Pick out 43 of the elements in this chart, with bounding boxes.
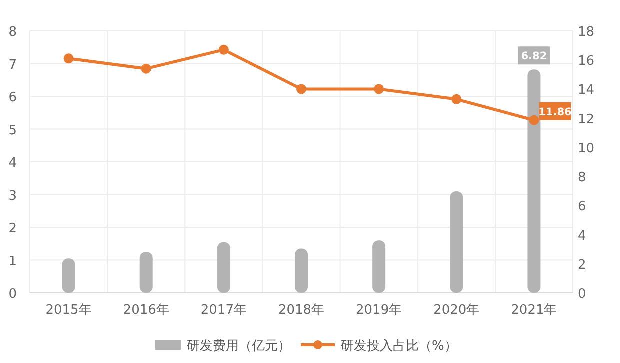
x-tick-label: 2020年	[434, 303, 480, 318]
x-tick-label: 2017年	[200, 303, 247, 318]
y-tick-label: 6	[8, 90, 17, 106]
point	[64, 54, 74, 64]
y2-tick-label: 18	[578, 25, 595, 40]
y2-tick-label: 14	[578, 83, 595, 98]
legend-label: 研发投入占比（%）	[341, 339, 458, 354]
x-tick-label: 2021年	[511, 303, 558, 318]
y2-tick-label: 10	[578, 141, 595, 156]
y-tick-label: 0	[8, 287, 17, 302]
point	[452, 94, 462, 104]
y2-tick-label: 16	[578, 54, 595, 70]
y-tick-label: 8	[8, 25, 17, 40]
data-label: 6.82	[521, 50, 548, 63]
y-tick-label: 2	[8, 222, 17, 236]
point	[218, 44, 229, 55]
bar	[450, 191, 464, 293]
bar	[372, 240, 386, 293]
y-tick-label: 5	[8, 123, 17, 138]
y2-tick-label: 6	[578, 200, 586, 215]
y2-tick-label: 2	[578, 258, 586, 273]
x-tick-label: 2018年	[278, 303, 325, 318]
point	[141, 64, 152, 74]
legend-label: 研发费用（亿元）	[187, 339, 291, 354]
y2-tick-label: 12	[578, 112, 595, 128]
y2-tick-label: 0	[578, 287, 586, 302]
bar	[295, 248, 308, 293]
y-tick-label: 3	[8, 188, 17, 204]
point	[529, 115, 540, 126]
x-tick-label: 2015年	[46, 303, 92, 318]
y2-tick-label: 8	[578, 170, 586, 186]
y-tick-label: 7	[8, 58, 17, 73]
point	[296, 84, 306, 94]
bar	[528, 70, 541, 293]
bar	[62, 258, 76, 293]
bar	[217, 242, 230, 293]
point	[374, 84, 384, 94]
x-tick-label: 2019年	[356, 303, 402, 318]
y-tick-label: 1	[8, 254, 17, 270]
y-tick-label: 4	[8, 156, 17, 171]
x-tick-label: 2016年	[123, 303, 170, 318]
y2-tick-label: 4	[578, 228, 586, 244]
bar	[140, 252, 153, 293]
